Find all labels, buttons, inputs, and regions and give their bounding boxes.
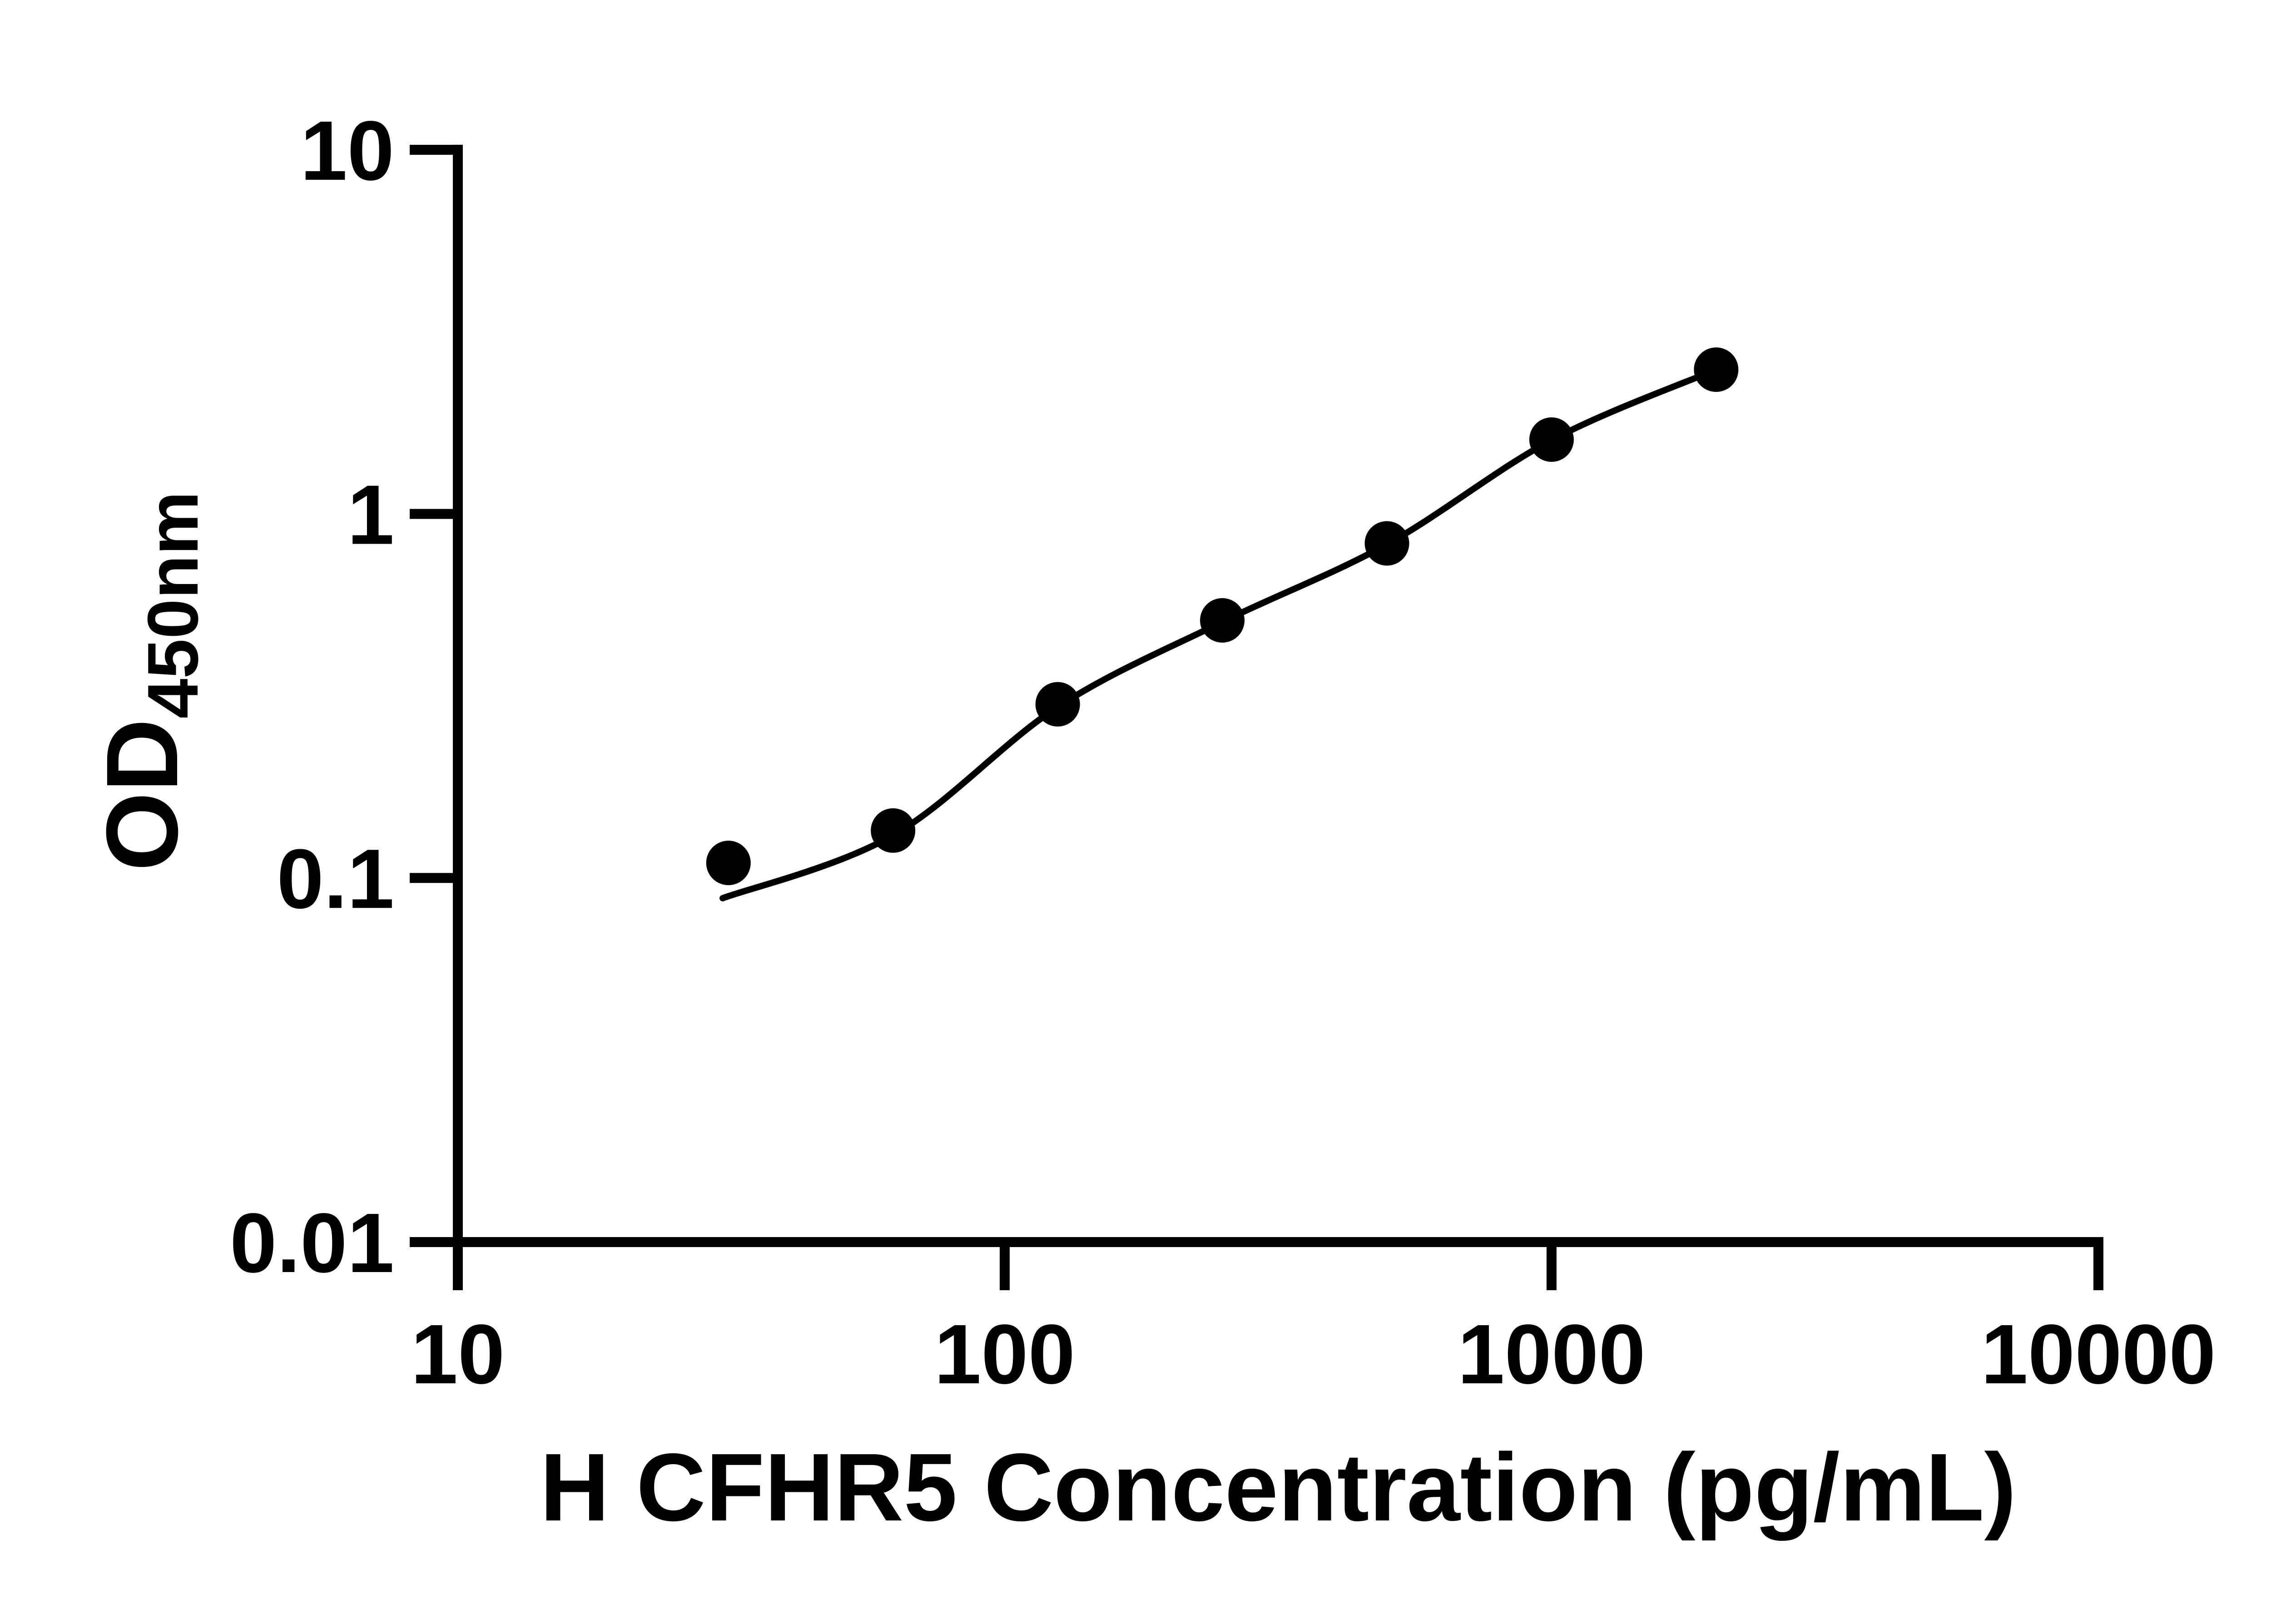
y-axis-title-subscript: 450nm xyxy=(133,491,213,719)
y-tick-label-1: 1 xyxy=(347,468,394,562)
data-point xyxy=(1364,521,1409,566)
y-axis-title: OD450nm xyxy=(85,491,213,871)
x-tick-label-10000: 10000 xyxy=(1981,1307,2216,1401)
data-point xyxy=(706,841,751,886)
x-axis-title: H CFHR5 Concentration (pg/mL) xyxy=(540,1433,2017,1541)
y-tick-label-0.01: 0.01 xyxy=(230,1196,394,1290)
y-axis-title-main: OD xyxy=(85,718,199,871)
data-point xyxy=(1529,417,1574,462)
x-tick-label-100: 100 xyxy=(934,1307,1075,1401)
y-axis-tick-labels: 10 1 0.1 0.01 xyxy=(230,104,394,1290)
x-tick-label-10: 10 xyxy=(411,1307,505,1401)
data-point-series xyxy=(706,347,1739,886)
data-point xyxy=(871,808,916,853)
x-axis-tick-labels: 10 100 1000 10000 xyxy=(411,1307,2216,1401)
y-tick-label-10: 10 xyxy=(300,104,394,198)
x-tick-label-1000: 1000 xyxy=(1458,1307,1646,1401)
x-axis-ticks xyxy=(453,1247,2103,1290)
data-point xyxy=(1035,682,1080,727)
y-axis-ticks xyxy=(410,144,463,1247)
data-point xyxy=(1694,347,1739,392)
data-point xyxy=(1200,598,1245,643)
axes: 10 1 0.1 0.01 10 100 1000 10000 xyxy=(230,104,2216,1401)
y-tick-label-0.1: 0.1 xyxy=(277,832,394,926)
